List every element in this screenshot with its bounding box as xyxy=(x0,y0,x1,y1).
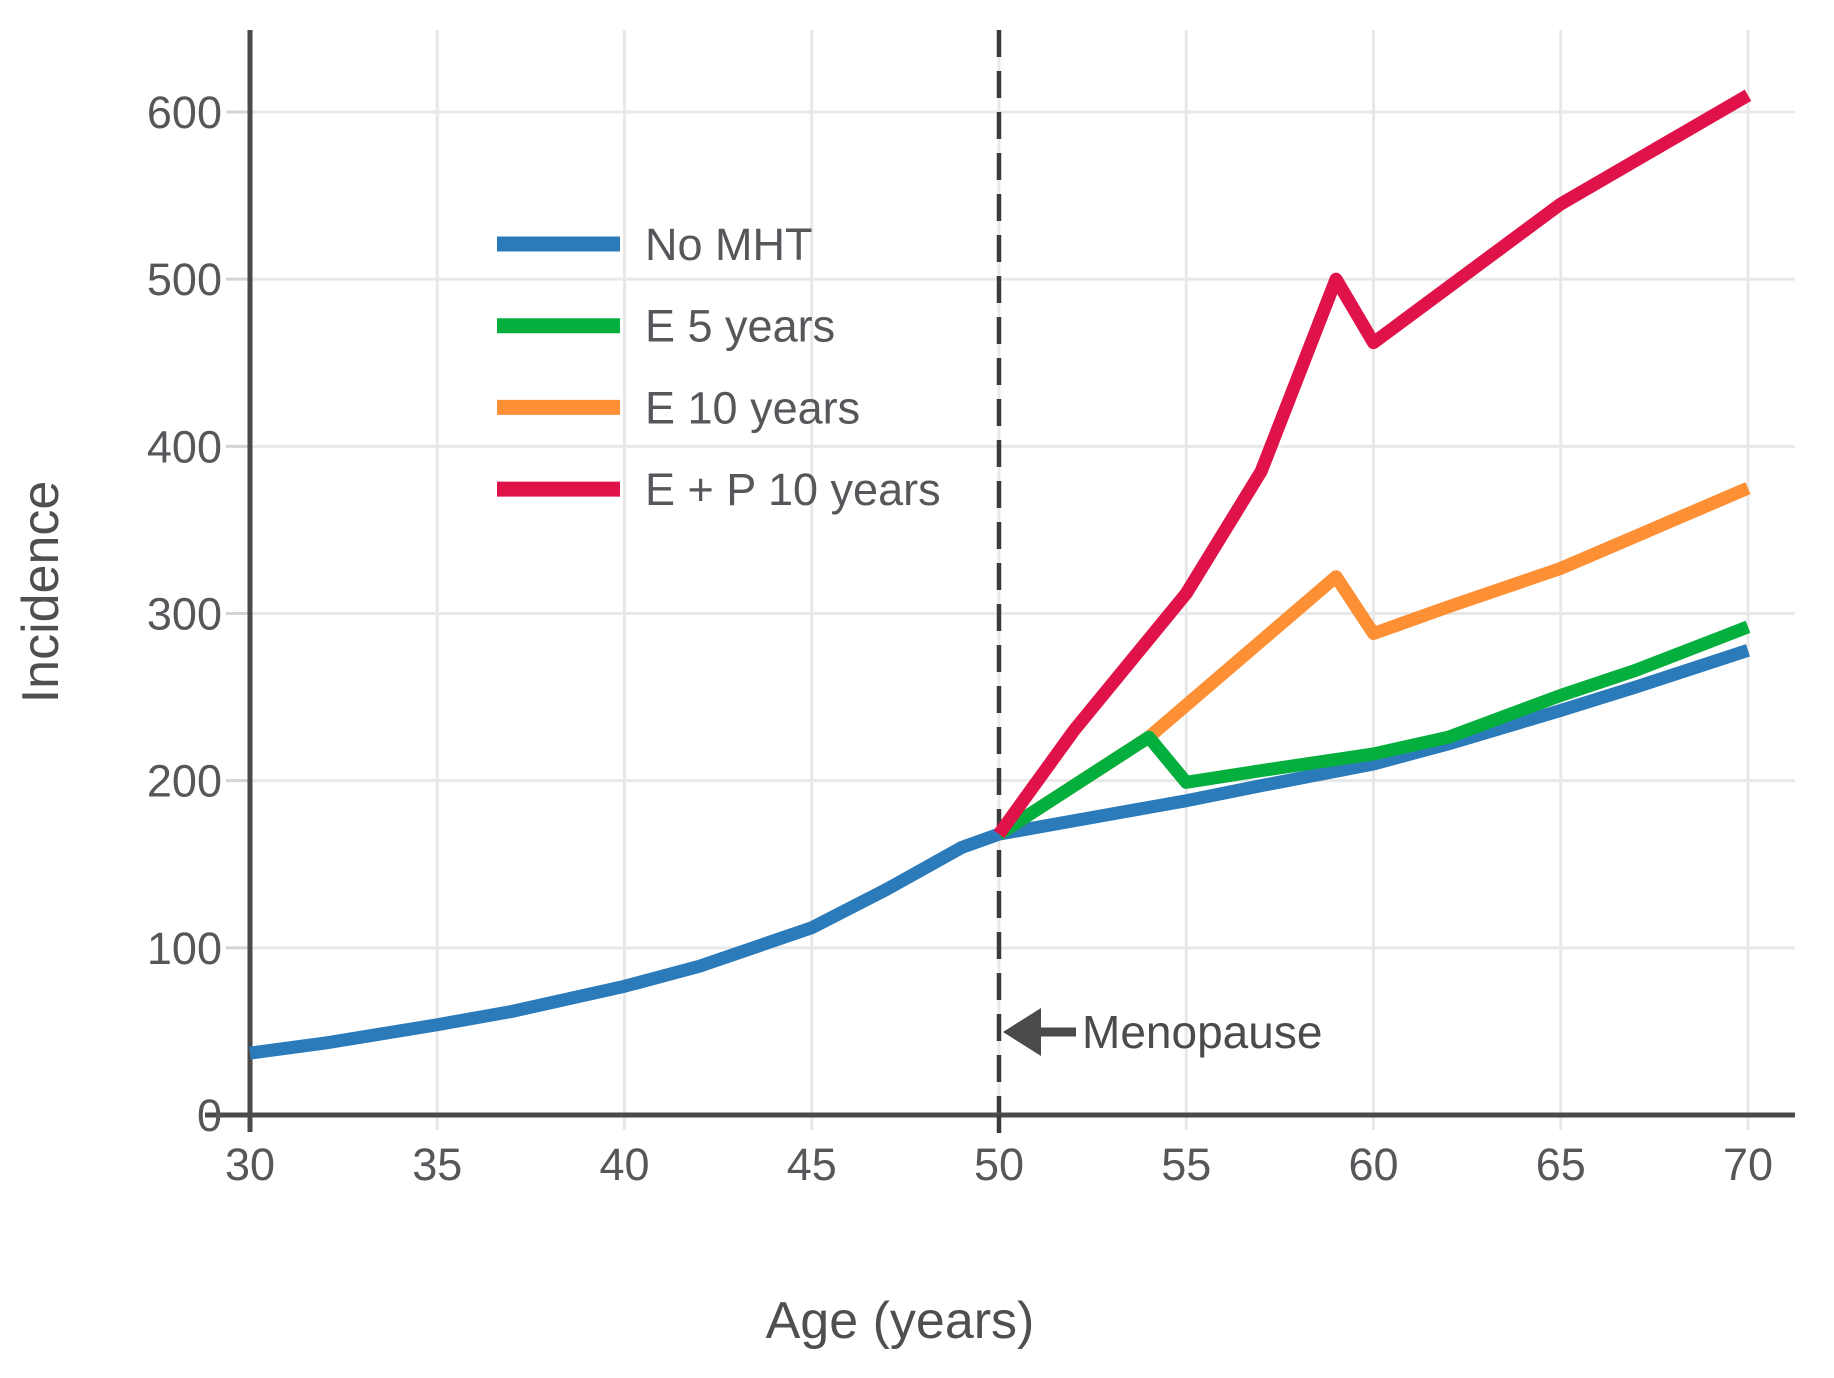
menopause-label: Menopause xyxy=(1082,1006,1322,1058)
y-tick-label: 400 xyxy=(147,421,222,472)
menopause-annotation: Menopause xyxy=(1003,1006,1322,1058)
left-arrow-icon xyxy=(1003,1008,1041,1056)
x-tick-label: 45 xyxy=(787,1139,837,1190)
x-tick-label: 65 xyxy=(1536,1139,1586,1190)
legend-item: E 10 years xyxy=(497,382,860,433)
left-arrow-shaft xyxy=(1036,1027,1076,1037)
series-line-e-5-years xyxy=(995,620,1751,840)
series-line-e-p-10-years xyxy=(993,89,1752,838)
x-tick-label: 50 xyxy=(974,1139,1024,1190)
x-tick-label: 60 xyxy=(1348,1139,1398,1190)
axes xyxy=(205,30,1795,1133)
x-tick-label: 35 xyxy=(412,1139,462,1190)
tick-labels: 30 35 40 45 50 55 60 65 70 0 100 200 300 400 500 600 xyxy=(147,87,1773,1190)
x-axis-title: Age (years) xyxy=(766,1292,1035,1350)
y-tick-label: 600 xyxy=(147,87,222,138)
legend-item-label: E 10 years xyxy=(645,382,860,433)
legend-item: E 5 years xyxy=(497,301,835,352)
y-tick-label: 100 xyxy=(147,923,222,974)
series-lines xyxy=(249,89,1752,1060)
y-tick-label: 500 xyxy=(147,254,222,305)
x-tick-label: 55 xyxy=(1161,1139,1211,1190)
gridlines xyxy=(226,30,1795,1130)
x-tick-label: 70 xyxy=(1723,1139,1773,1190)
legend-item-label: E + P 10 years xyxy=(645,464,941,515)
legend-item-label: E 5 years xyxy=(645,301,835,352)
legend-item-label: No MHT xyxy=(645,219,813,270)
legend-item: E + P 10 years xyxy=(497,464,941,515)
series-line-no-mht xyxy=(249,644,1751,1060)
y-axis-title: Incidence xyxy=(12,481,70,704)
y-tick-label: 0 xyxy=(197,1090,222,1141)
legend-item: No MHT xyxy=(497,219,813,270)
y-tick-label: 200 xyxy=(147,756,222,807)
y-tick-label: 300 xyxy=(147,589,222,640)
legend: No MHT E 5 years E 10 years E + P 10 years xyxy=(497,219,941,515)
x-tick-label: 40 xyxy=(599,1139,649,1190)
x-tick-label: 30 xyxy=(225,1139,275,1190)
